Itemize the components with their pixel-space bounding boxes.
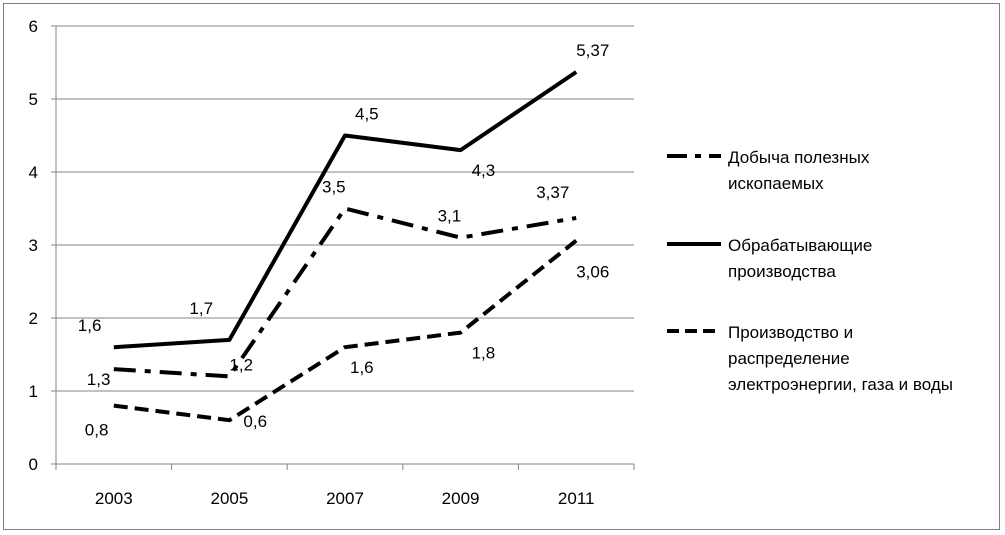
data-label: 3,1 bbox=[438, 207, 462, 226]
x-tick-label: 2003 bbox=[95, 489, 133, 508]
data-labels: 1,3 1,2 3,5 3,1 3,37 1,6 1,7 4,5 4,3 5,37 0,8 0,6 1,… bbox=[78, 41, 609, 440]
data-label: 5,37 bbox=[576, 41, 609, 60]
data-label: 0,8 bbox=[85, 421, 109, 440]
legend-label: производства bbox=[728, 262, 836, 281]
legend-label: электроэнергии, газа и воды bbox=[728, 375, 953, 394]
y-tick-label: 4 bbox=[29, 163, 38, 182]
data-label: 3,5 bbox=[322, 178, 346, 197]
y-tick-label: 6 bbox=[29, 17, 38, 36]
series-line-2 bbox=[113, 70, 578, 350]
x-tick-label: 2005 bbox=[210, 489, 248, 508]
legend-label: ископаемых bbox=[728, 174, 824, 193]
legend-label: Производство и bbox=[728, 323, 853, 342]
series-lines bbox=[113, 70, 578, 423]
data-label: 4,3 bbox=[472, 161, 496, 180]
series-line-3 bbox=[113, 239, 578, 423]
y-tick-label: 5 bbox=[29, 90, 38, 109]
legend-label: Добыча полезных bbox=[728, 148, 870, 167]
data-label: 1,6 bbox=[350, 358, 374, 377]
data-label: 4,5 bbox=[355, 105, 379, 124]
y-tick-label: 3 bbox=[29, 236, 38, 255]
data-label: 1,6 bbox=[78, 316, 102, 335]
axes: 0 1 2 3 4 5 6 2003 2005 2007 2009 2011 bbox=[29, 17, 635, 508]
chart-frame bbox=[3, 3, 1000, 530]
data-label: 0,6 bbox=[243, 412, 267, 431]
y-tick-label: 1 bbox=[29, 382, 38, 401]
x-tick-label: 2007 bbox=[326, 489, 364, 508]
data-label: 3,37 bbox=[536, 183, 569, 202]
series-line-1 bbox=[113, 206, 577, 379]
data-label: 1,2 bbox=[229, 355, 253, 374]
legend-label: Обрабатывающие bbox=[728, 236, 872, 255]
y-tick-label: 0 bbox=[29, 455, 38, 474]
gridlines bbox=[56, 25, 634, 392]
data-label: 1,3 bbox=[87, 370, 111, 389]
data-label: 3,06 bbox=[576, 263, 609, 282]
data-label: 1,8 bbox=[472, 344, 496, 363]
data-label: 1,7 bbox=[189, 299, 213, 318]
legend: Добыча полезных ископаемых Обрабатывающие п… bbox=[667, 148, 953, 394]
y-tick-label: 2 bbox=[29, 309, 38, 328]
x-tick-label: 2011 bbox=[558, 489, 595, 508]
legend-label: распределение bbox=[728, 349, 850, 368]
x-tick-label: 2009 bbox=[442, 489, 480, 508]
